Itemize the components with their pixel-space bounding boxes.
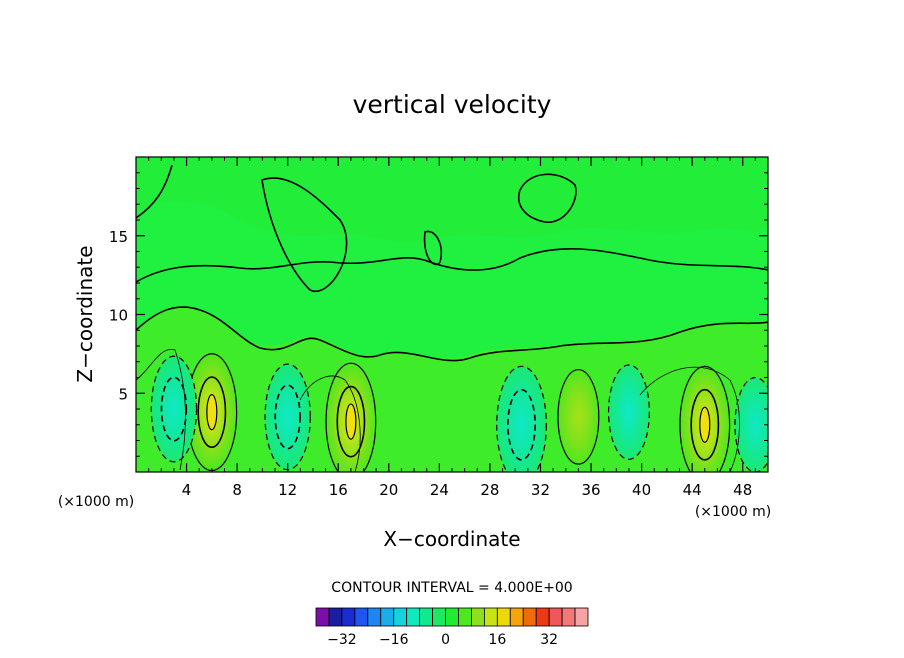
x-tick-label: 16 xyxy=(329,481,348,499)
contour-lines-thin xyxy=(136,349,740,472)
cell-outline xyxy=(264,363,311,471)
colorbar-tick-label: 0 xyxy=(441,632,450,648)
colorbar-swatch xyxy=(315,607,330,627)
cell-inner-contour xyxy=(507,388,536,461)
colorbar xyxy=(315,607,589,627)
y-tick-label: 10 xyxy=(109,307,128,325)
cell-core xyxy=(345,403,357,440)
contour-features xyxy=(150,353,768,472)
contour-line-blob-22 xyxy=(423,230,443,266)
colorbar-swatch xyxy=(509,607,524,627)
chart-title: vertical velocity xyxy=(353,90,552,119)
colorbar-swatch xyxy=(406,607,421,627)
x-axis-ticks: 4 8 12 16 20 24 28 32 36 40 44 48 xyxy=(148,157,756,499)
downdraft-cell xyxy=(264,363,311,471)
colorbar-tick-label: 16 xyxy=(488,632,506,648)
updraft-cell xyxy=(325,362,377,472)
cell-outline xyxy=(607,364,650,460)
cell-inner-contour xyxy=(336,385,366,458)
cell-outline xyxy=(150,355,198,463)
colorbar-swatch xyxy=(574,607,589,627)
colorbar-swatch xyxy=(548,607,563,627)
x-tick-label: 20 xyxy=(379,481,398,499)
y-axis-title: Z−coordinate xyxy=(73,245,97,382)
x-unit-left: (×1000 m) xyxy=(58,494,134,510)
colorbar-swatch xyxy=(561,607,576,627)
colorbar-swatch xyxy=(445,607,459,627)
colorbar-swatch xyxy=(393,607,408,627)
x-tick-label: 44 xyxy=(683,481,702,499)
downdraft-cell xyxy=(150,355,198,463)
colorbar-swatch xyxy=(354,607,369,627)
cell-inner-contour xyxy=(197,376,227,448)
downdraft-cell xyxy=(496,365,547,472)
colorbar-swatch xyxy=(471,607,485,627)
contour-line-thin-b xyxy=(299,375,361,472)
contour-fill-upper xyxy=(136,157,768,243)
cell-outline xyxy=(496,365,547,472)
colorbar-tick-label: −32 xyxy=(327,632,357,648)
downdraft-cell xyxy=(607,364,650,460)
colorbar-tick-label: 32 xyxy=(540,632,558,648)
plot-area xyxy=(136,157,768,472)
colorbar-swatch xyxy=(496,607,511,627)
colorbar-tick-label: −16 xyxy=(379,632,409,648)
colorbar-tick-labels: −32 −16 0 16 32 xyxy=(327,632,558,648)
y-tick-label: 15 xyxy=(109,228,128,246)
colorbar-swatch xyxy=(341,607,356,627)
contour-interval-label: CONTOUR INTERVAL = 4.000E+00 xyxy=(331,580,572,596)
x-tick-label: 24 xyxy=(430,481,449,499)
colorbar-swatch xyxy=(522,607,537,627)
updraft-cell xyxy=(679,365,731,472)
cell-inner-contour xyxy=(274,384,301,450)
cell-core xyxy=(206,394,218,431)
updraft-cell xyxy=(186,353,238,472)
downdraft-cell xyxy=(734,376,768,472)
colorbar-swatch xyxy=(458,607,472,627)
x-tick-label: 36 xyxy=(581,481,600,499)
colorbar-swatch xyxy=(419,607,433,627)
contour-line-upper-blob xyxy=(261,177,348,293)
x-tick-label: 40 xyxy=(632,481,651,499)
cell-outline xyxy=(734,376,768,472)
contour-line-blob-35 xyxy=(518,173,577,223)
colorbar-swatch xyxy=(535,607,550,627)
x-tick-label: 28 xyxy=(480,481,499,499)
colorbar-swatch xyxy=(432,607,446,627)
contour-line-upper xyxy=(136,164,768,283)
colorbar-swatch xyxy=(328,607,343,627)
x-tick-label: 4 xyxy=(182,481,192,499)
cell-inner-contour xyxy=(160,376,188,442)
colorbar-swatch xyxy=(483,607,498,627)
cell-core xyxy=(699,406,711,443)
contour-lines xyxy=(136,164,768,362)
contour-line-thin-a xyxy=(136,349,186,471)
x-tick-label: 32 xyxy=(531,481,550,499)
cell-inner-contour xyxy=(690,388,720,461)
y-tick-label: 5 xyxy=(118,385,128,403)
contour-line-thin-c xyxy=(639,366,740,472)
x-tick-label: 8 xyxy=(232,481,242,499)
x-unit-right: (×1000 m) xyxy=(695,504,771,520)
contour-line-mid xyxy=(136,306,768,362)
colorbar-swatch xyxy=(380,607,395,627)
cell-outline xyxy=(557,369,600,465)
colorbar-swatch xyxy=(367,607,382,627)
y-axis-ticks: 5 10 15 xyxy=(109,172,768,457)
x-axis-title: X−coordinate xyxy=(383,527,520,551)
x-tick-label: 48 xyxy=(733,481,752,499)
x-tick-label: 12 xyxy=(278,481,297,499)
updraft-cell xyxy=(557,369,600,465)
